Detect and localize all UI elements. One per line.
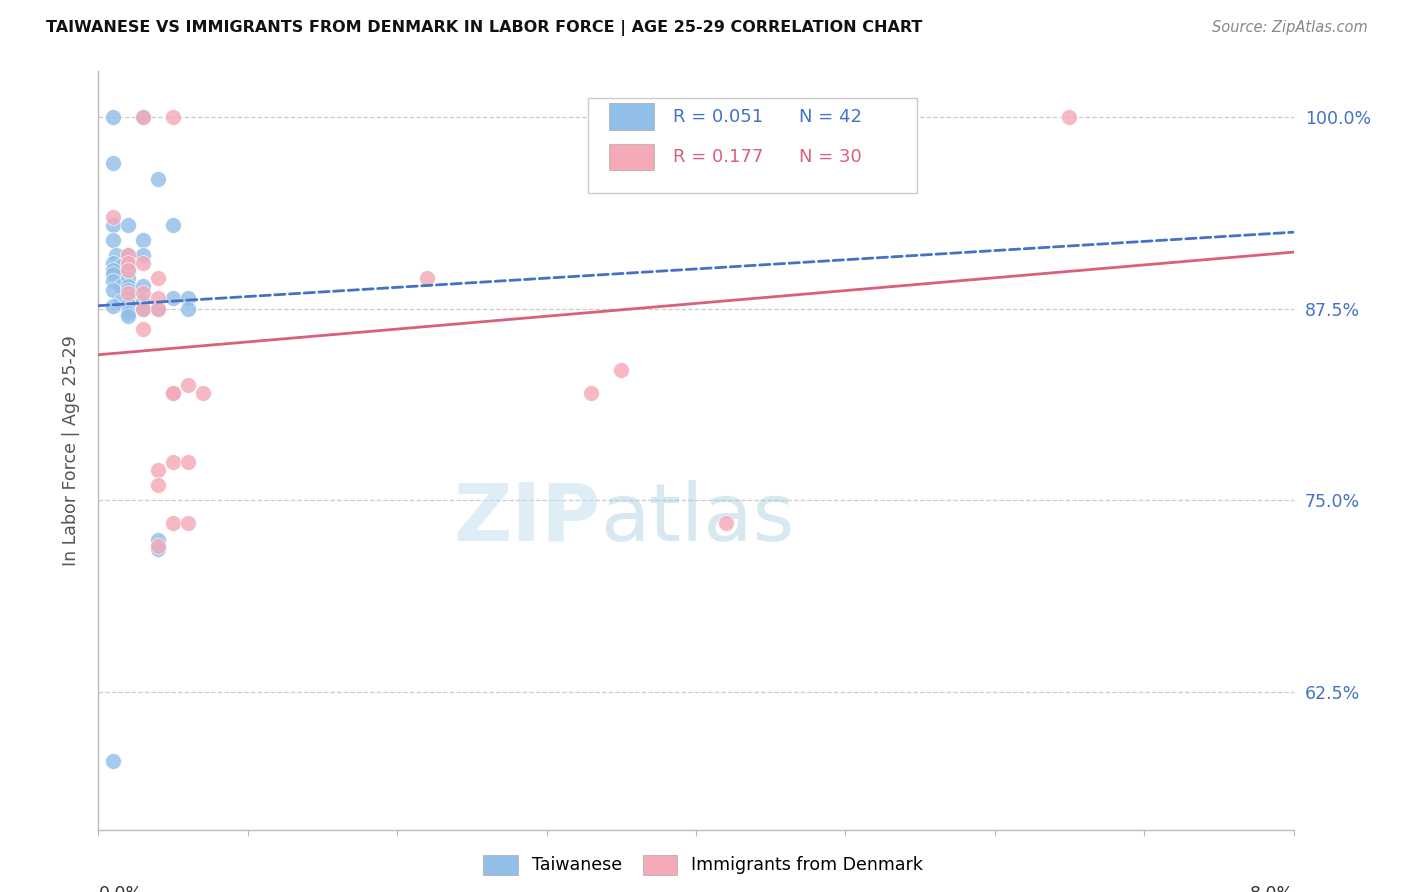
Point — [103, 263, 125, 277]
Text: Source: ZipAtlas.com: Source: ZipAtlas.com — [1212, 20, 1368, 35]
Point — [117, 310, 139, 324]
Point — [117, 284, 139, 298]
Point — [110, 294, 132, 309]
Text: N = 30: N = 30 — [799, 147, 862, 166]
Text: atlas: atlas — [600, 480, 794, 558]
Point — [132, 111, 155, 125]
Point — [117, 248, 139, 262]
Point — [177, 291, 200, 305]
Point — [103, 267, 125, 281]
Point — [132, 248, 155, 262]
Point — [191, 386, 214, 401]
Point — [714, 516, 737, 531]
Point — [103, 284, 125, 298]
Point — [110, 278, 132, 293]
Text: ZIP: ZIP — [453, 480, 600, 558]
Point — [132, 301, 155, 316]
Point — [162, 386, 184, 401]
Point — [148, 539, 170, 553]
Point — [103, 754, 125, 768]
Point — [162, 455, 184, 469]
Point — [117, 256, 139, 270]
Point — [103, 274, 125, 288]
Point — [117, 278, 139, 293]
Point — [103, 218, 125, 232]
Point — [148, 301, 170, 316]
Text: R = 0.051: R = 0.051 — [673, 108, 763, 126]
Point — [162, 516, 184, 531]
Point — [1059, 111, 1081, 125]
Point — [148, 271, 170, 285]
Point — [177, 301, 200, 316]
Legend: Taiwanese, Immigrants from Denmark: Taiwanese, Immigrants from Denmark — [474, 846, 932, 883]
Text: 0.0%: 0.0% — [98, 885, 142, 892]
Point — [117, 271, 139, 285]
Point — [416, 271, 439, 285]
Point — [132, 294, 155, 309]
Point — [132, 301, 155, 316]
Point — [177, 378, 200, 392]
Text: 8.0%: 8.0% — [1250, 885, 1294, 892]
Point — [132, 278, 155, 293]
Point — [148, 291, 170, 305]
Point — [148, 478, 170, 492]
FancyBboxPatch shape — [609, 144, 654, 169]
Point — [162, 218, 184, 232]
Point — [117, 289, 139, 303]
Point — [132, 321, 155, 335]
Point — [148, 301, 170, 316]
Point — [110, 259, 132, 273]
Text: R = 0.177: R = 0.177 — [673, 147, 763, 166]
Text: TAIWANESE VS IMMIGRANTS FROM DENMARK IN LABOR FORCE | AGE 25-29 CORRELATION CHAR: TAIWANESE VS IMMIGRANTS FROM DENMARK IN … — [46, 20, 922, 36]
Point — [148, 533, 170, 547]
Point — [117, 297, 139, 311]
Point — [177, 516, 200, 531]
Point — [162, 291, 184, 305]
Point — [103, 156, 125, 170]
Point — [162, 386, 184, 401]
Point — [117, 306, 139, 320]
Point — [117, 248, 139, 262]
FancyBboxPatch shape — [609, 103, 654, 129]
Point — [132, 233, 155, 247]
Point — [581, 386, 603, 401]
Point — [117, 286, 139, 301]
Point — [132, 111, 155, 125]
Point — [117, 218, 139, 232]
Point — [105, 248, 128, 262]
Point — [103, 299, 125, 313]
Point — [177, 455, 200, 469]
Point — [148, 171, 170, 186]
Point — [103, 111, 125, 125]
Point — [610, 363, 633, 377]
Point — [117, 263, 139, 277]
Point — [117, 263, 139, 277]
Y-axis label: In Labor Force | Age 25-29: In Labor Force | Age 25-29 — [62, 335, 80, 566]
Point — [132, 301, 155, 316]
Point — [148, 542, 170, 557]
Point — [148, 462, 170, 476]
Point — [103, 256, 125, 270]
Point — [117, 256, 139, 270]
Point — [162, 111, 184, 125]
FancyBboxPatch shape — [589, 98, 917, 193]
Text: N = 42: N = 42 — [799, 108, 862, 126]
Point — [103, 233, 125, 247]
Point — [103, 210, 125, 224]
Point — [132, 256, 155, 270]
Point — [117, 301, 139, 316]
Point — [132, 286, 155, 301]
